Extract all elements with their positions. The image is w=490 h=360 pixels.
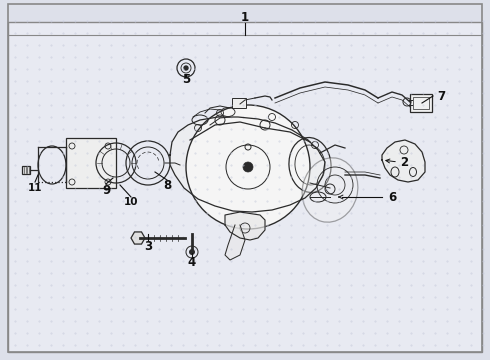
Polygon shape bbox=[225, 212, 265, 240]
Text: 10: 10 bbox=[124, 197, 138, 207]
Bar bbox=[66, 138, 116, 188]
Text: 6: 6 bbox=[388, 190, 396, 203]
Bar bbox=[413, 97, 429, 109]
Circle shape bbox=[186, 105, 310, 229]
Text: 8: 8 bbox=[163, 179, 171, 192]
Text: 7: 7 bbox=[437, 90, 445, 103]
Bar bbox=[232, 98, 246, 108]
FancyBboxPatch shape bbox=[22, 166, 30, 174]
Text: 3: 3 bbox=[144, 240, 152, 253]
Circle shape bbox=[243, 162, 253, 172]
Text: 9: 9 bbox=[102, 184, 110, 197]
Text: 2: 2 bbox=[400, 156, 408, 168]
Circle shape bbox=[189, 249, 195, 255]
Text: 4: 4 bbox=[188, 256, 196, 269]
Bar bbox=[410, 94, 432, 112]
Polygon shape bbox=[382, 140, 425, 182]
Ellipse shape bbox=[302, 158, 358, 222]
Text: 1: 1 bbox=[241, 10, 249, 23]
Polygon shape bbox=[225, 225, 245, 260]
Polygon shape bbox=[170, 117, 325, 212]
Text: 5: 5 bbox=[182, 72, 190, 86]
Circle shape bbox=[184, 66, 188, 70]
Text: 11: 11 bbox=[28, 183, 42, 193]
